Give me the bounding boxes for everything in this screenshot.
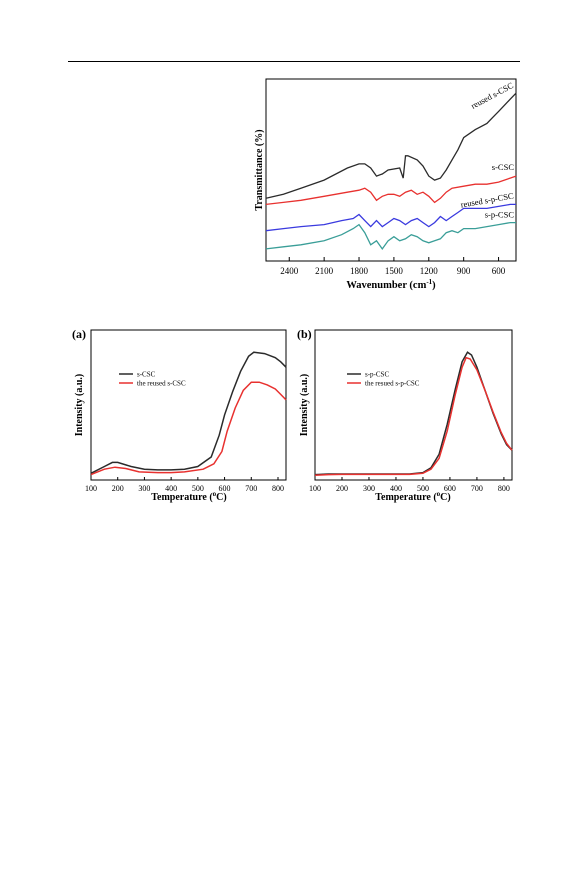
ftir-y-axis-label: Transmittance (%) — [254, 129, 265, 210]
ftir-series-line-2 — [265, 175, 517, 206]
series-line-1 — [314, 351, 513, 476]
x-tick-label: 300 — [138, 484, 150, 493]
ftir-series-line-1 — [265, 92, 517, 199]
chart-b-plot-frame — [314, 329, 513, 481]
legend-entry: the reused s-CSC — [137, 380, 186, 388]
panel-label-b: (b) — [297, 327, 312, 341]
ftir-x-tick-label: 1800 — [350, 266, 369, 276]
x-tick-label: 700 — [471, 484, 483, 493]
ftir-series-line-4 — [265, 221, 516, 251]
x-tick-label: 200 — [336, 484, 348, 493]
chart-a-x-axis-label: Temperature (oC) — [151, 490, 226, 503]
x-tick-label: 800 — [272, 484, 284, 493]
x-tick-label: 700 — [245, 484, 257, 493]
chart-a-plot-frame — [90, 329, 287, 481]
ftir-x-axis-label: Wavenumber (cm-1) — [346, 278, 436, 291]
x-tick-label: 500 — [192, 484, 204, 493]
ftir-series-annotation: s-CSC — [492, 162, 515, 172]
chart-a-y-axis-label: Intensity (a.u.) — [74, 374, 85, 437]
ftir-x-tick-label: 2400 — [280, 266, 299, 276]
ftir-x-tick-label: 600 — [492, 266, 506, 276]
ftir-x-tick-label: 2100 — [315, 266, 334, 276]
x-tick-label: 400 — [390, 484, 402, 493]
ftir-x-tick-label: 1200 — [420, 266, 439, 276]
x-tick-label: 500 — [417, 484, 429, 493]
ftir-plot-frame — [265, 78, 517, 262]
ftir-series-annotation: reused s-CSC — [469, 80, 515, 111]
ftir-x-tick-label: 900 — [457, 266, 471, 276]
ftir-x-tick-label: 1500 — [385, 266, 404, 276]
series-line-1 — [90, 351, 287, 474]
x-tick-label: 300 — [363, 484, 375, 493]
chart-b-x-axis-label: Temperature (oC) — [375, 490, 450, 503]
ftir-series-annotation: s-p-CSC — [485, 210, 515, 220]
legend-entry: s-p-CSC — [365, 371, 389, 379]
ftir-series-line-3 — [265, 203, 516, 232]
x-tick-label: 800 — [498, 484, 510, 493]
x-tick-label: 200 — [112, 484, 124, 493]
x-tick-label: 600 — [444, 484, 456, 493]
ftir-series-annotation: reused s-p-CSC — [460, 190, 515, 209]
series-line-2 — [90, 381, 287, 476]
x-tick-label: 600 — [219, 484, 231, 493]
legend-entry: the resued s-p-CSC — [365, 380, 420, 388]
chart-b-y-axis-label: Intensity (a.u.) — [299, 374, 310, 437]
series-line-2 — [314, 356, 513, 477]
x-tick-label: 400 — [165, 484, 177, 493]
legend-entry: s-CSC — [137, 371, 156, 379]
panel-label-a: (a) — [72, 327, 86, 341]
x-tick-label: 100 — [85, 484, 97, 493]
x-tick-label: 100 — [309, 484, 321, 493]
page-header-rule — [68, 61, 520, 62]
